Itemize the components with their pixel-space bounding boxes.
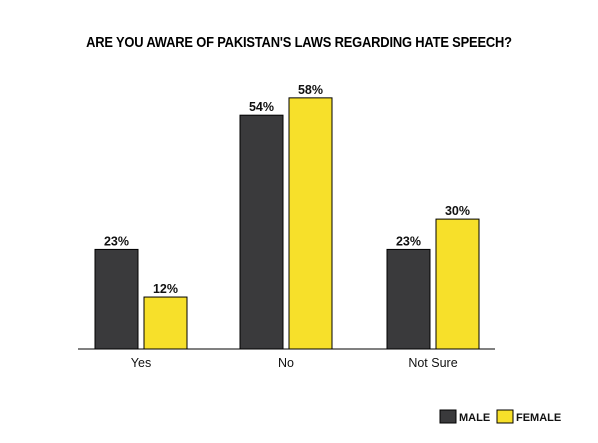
legend-swatch-female [496, 409, 514, 424]
bar-female-yes [143, 296, 188, 350]
category-label: Yes [131, 356, 151, 370]
legend-label-male: MALE [459, 412, 490, 424]
legend-swatch-male [439, 409, 457, 424]
data-label: 54% [249, 100, 274, 114]
bar-male-yes [94, 248, 139, 350]
category-label: No [278, 356, 294, 370]
legend-label-female: FEMALE [516, 412, 561, 424]
data-label: 23% [104, 234, 129, 248]
data-label: 30% [445, 204, 470, 218]
chart-title: ARE YOU AWARE OF PAKISTAN'S LAWS REGARDI… [86, 34, 512, 51]
bar-female-no [288, 97, 333, 350]
category-labels: Yes No Not Sure [131, 356, 458, 370]
data-label: 12% [153, 282, 178, 296]
bar-male-not-sure [386, 248, 431, 350]
data-label: 58% [298, 83, 323, 97]
bar-male-no [239, 114, 284, 350]
category-label: Not Sure [408, 356, 457, 370]
bar-female-not-sure [435, 218, 480, 350]
bars-layer: 23% 12% 54% 58% 23% 30% [94, 83, 480, 350]
data-label: 23% [396, 234, 421, 248]
legend: MALE FEMALE [439, 409, 561, 424]
